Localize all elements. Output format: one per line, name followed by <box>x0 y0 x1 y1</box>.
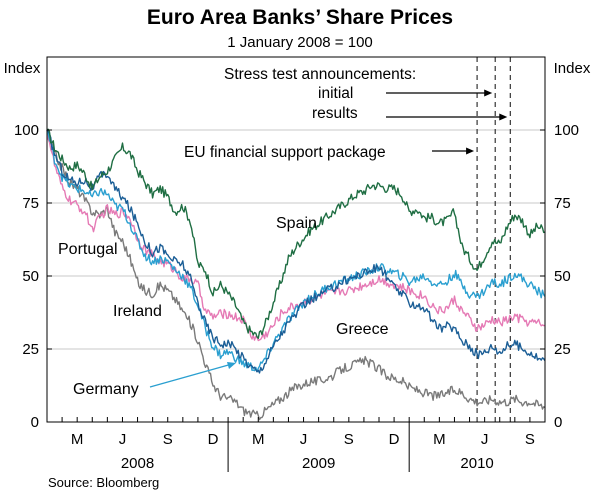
x-tick-label: M <box>433 431 446 448</box>
y-tick-label-left: 25 <box>22 341 39 358</box>
right-axis-label: Index <box>554 60 591 77</box>
event-lines <box>476 57 511 422</box>
stress-test-annotation: Stress test announcements: <box>224 66 416 83</box>
x-tick-label: D <box>389 431 400 448</box>
series-label-greece: Greece <box>336 321 389 338</box>
annotation-arrow-head <box>499 113 508 121</box>
annotation-arrow-head <box>484 89 493 97</box>
chart-subtitle: 1 January 2008 = 100 <box>227 34 373 51</box>
y-tick-label-right: 0 <box>554 414 562 431</box>
x-tick-label: J <box>300 431 308 448</box>
y-tick-label-right: 25 <box>554 341 571 358</box>
germany-pointer-head <box>227 362 236 369</box>
annotation-arrows <box>386 89 508 155</box>
series-line-portugal <box>46 129 545 342</box>
x-tick-label: D <box>208 431 219 448</box>
x-year-label: 2008 <box>121 455 154 472</box>
series-label-germany: Germany <box>73 381 139 398</box>
results-annotation: results <box>312 105 358 122</box>
series-line-germany <box>46 129 546 373</box>
y-tick-label-left: 100 <box>14 122 39 139</box>
x-tick-label: M <box>252 431 265 448</box>
series-line-greece <box>46 129 546 374</box>
y-tick-label-right: 75 <box>554 195 571 212</box>
series-label-spain: Spain <box>276 215 317 232</box>
annotation-arrow-head <box>466 147 475 155</box>
series-line-spain <box>46 128 546 339</box>
eu-support-annotation: EU financial support package <box>184 144 386 161</box>
x-tick-label: S <box>344 431 354 448</box>
gridlines <box>47 129 545 350</box>
x-tick-label: M <box>71 431 84 448</box>
series-lines <box>46 128 546 421</box>
x-tick-label: J <box>481 431 489 448</box>
x-tick-label: J <box>119 431 127 448</box>
x-year-label: 2010 <box>460 455 493 472</box>
series-label-portugal: Portugal <box>58 241 118 258</box>
series-line-ireland <box>46 129 546 421</box>
x-tick-label: S <box>163 431 173 448</box>
x-tick-label: S <box>525 431 535 448</box>
chart-title: Euro Area Banks’ Share Prices <box>147 6 453 29</box>
x-year-label: 2009 <box>302 455 335 472</box>
y-tick-label-left: 75 <box>22 195 39 212</box>
y-tick-label-left: 0 <box>31 414 39 431</box>
axis-ticks: 0 0 25 25 50 50 75 75 100 100 M J S D M J S D M J S 2008 2009 2… <box>14 122 579 472</box>
plot-frame <box>46 56 546 423</box>
germany-pointer-line <box>149 363 233 388</box>
y-tick-label-right: 100 <box>554 122 579 139</box>
left-axis-label: Index <box>4 60 41 77</box>
source-note: Source: Bloomberg <box>48 475 159 490</box>
y-tick-label-right: 50 <box>554 268 571 285</box>
series-label-ireland: Ireland <box>113 303 162 320</box>
y-tick-label-left: 50 <box>22 268 39 285</box>
initial-results-annotation: initial <box>318 85 353 102</box>
